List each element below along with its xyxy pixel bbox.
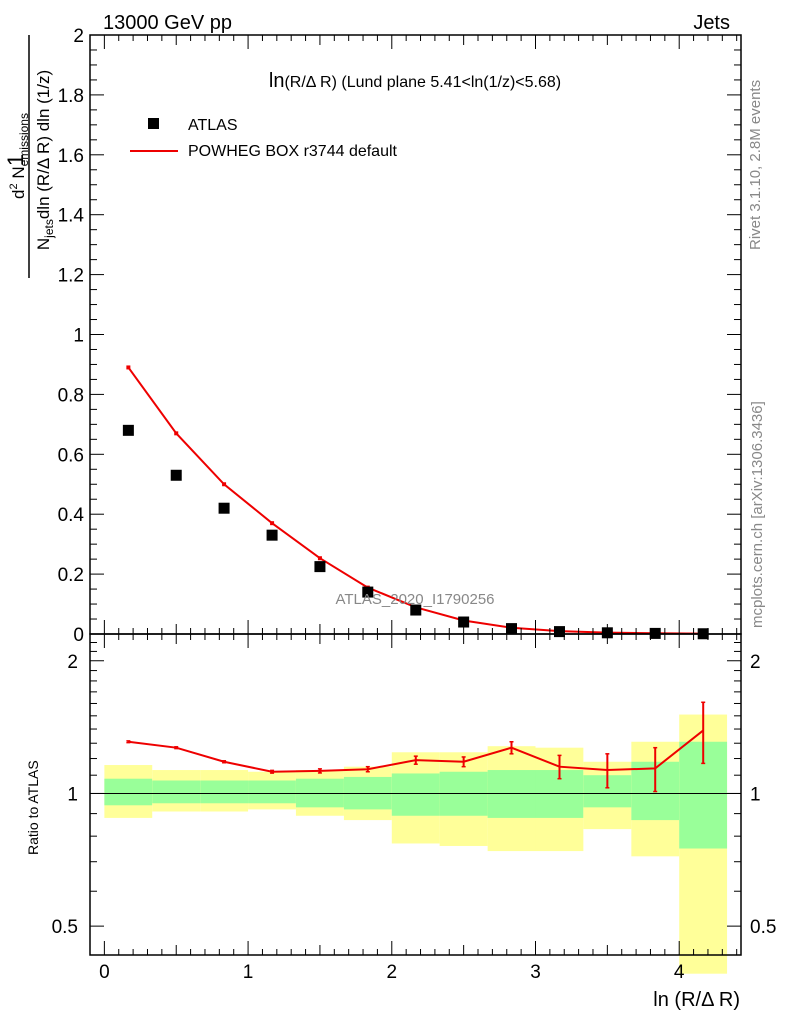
- upper-ytick-label-4: 0.8: [58, 385, 84, 406]
- process-label: Jets: [693, 12, 730, 34]
- legend-atlas-marker: [148, 118, 159, 129]
- xtick-label-0: 0: [99, 962, 110, 983]
- atlas-point-9: [553, 626, 565, 638]
- uncertainty-band-green-8: [487, 770, 536, 818]
- atlas-point-1: [170, 469, 182, 481]
- powheg-point-4: [317, 556, 322, 561]
- upper-ytick-label-7: 1.4: [58, 206, 85, 227]
- lower-ytick-label-left-1: 1: [67, 784, 78, 805]
- uncertainty-band-green-1: [152, 780, 201, 804]
- atlas-point-0: [122, 424, 134, 436]
- upper-ytick-label-8: 1.6: [58, 146, 84, 167]
- upper-ytick-label-9: 1.8: [58, 86, 84, 107]
- atlas-point-2: [218, 502, 230, 514]
- atlas-point-7: [458, 616, 470, 628]
- svg-text:Njetsdln (R/Δ R) dln (1/z): Njetsdln (R/Δ R) dln (1/z): [34, 70, 56, 250]
- powheg-point-0: [126, 365, 131, 370]
- rivet-version-label: Rivet 3.1.10, 2.8M events: [747, 80, 764, 250]
- atlas-point-8: [505, 623, 517, 635]
- upper-ytick-label-6: 1.2: [58, 266, 84, 287]
- mcplots-label: mcplots.cern.ch [arXiv:1306.3436]: [749, 401, 766, 628]
- atlas-point-5: [362, 586, 374, 598]
- uncertainty-band-green-0: [104, 778, 153, 806]
- xtick-label-4: 4: [674, 962, 685, 983]
- lower-ytick-label-right-0: 0.5: [750, 917, 776, 938]
- lower-y-axis-label: Ratio to ATLAS: [25, 760, 41, 855]
- atlas-point-6: [410, 604, 422, 616]
- lower-ytick-label-left-2: 2: [67, 652, 78, 673]
- atlas-point-3: [266, 529, 278, 541]
- uncertainty-band-green-2: [200, 780, 249, 804]
- uncertainty-band-green-6: [391, 773, 440, 816]
- svg-text:1: 1: [3, 154, 28, 166]
- plot-title: ln(R/Δ R) (Lund plane 5.41<ln(1/z)<5.68): [269, 70, 561, 92]
- svg-text:d2 Nemissions: d2 Nemissions: [8, 113, 31, 199]
- legend: ATLAS POWHEG BOX r3744 default: [130, 117, 398, 160]
- xtick-label-3: 3: [530, 962, 541, 983]
- upper-ytick-label-1: 0.2: [58, 565, 84, 586]
- upper-ytick-label-5: 1: [73, 326, 84, 347]
- legend-atlas-label: ATLAS: [188, 117, 238, 134]
- lower-plot-frame: [89, 633, 742, 956]
- xtick-label-2: 2: [386, 962, 397, 983]
- upper-ytick-label-0: 0: [73, 625, 84, 646]
- upper-ytick-label-3: 0.6: [58, 445, 84, 466]
- x-axis-label: ln (R/Δ R): [653, 989, 740, 1011]
- xtick-label-1: 1: [243, 962, 254, 983]
- legend-powheg-label: POWHEG BOX r3744 default: [188, 143, 398, 160]
- lower-ytick-label-right-1: 1: [750, 784, 761, 805]
- atlas-point-4: [314, 561, 326, 573]
- upper-ytick-label-2: 0.4: [58, 505, 85, 526]
- upper-y-axis-label: 1 d2 Nemissions Njetsdln (R/Δ R) dln (1/…: [3, 35, 56, 278]
- uncertainty-band-green-3: [248, 780, 296, 804]
- analysis-watermark: ATLAS_2020_I1790256: [335, 591, 494, 608]
- lower-ytick-label-right-2: 2: [750, 652, 761, 673]
- lower-plot-marks: [90, 701, 741, 974]
- powheg-point-2: [222, 482, 227, 487]
- powheg-point-3: [270, 521, 275, 526]
- energy-label: 13000 GeV pp: [103, 12, 232, 34]
- upper-ytick-label-10: 2: [73, 26, 84, 47]
- powheg-point-1: [174, 431, 179, 436]
- lower-ytick-label-left-0: 0.5: [52, 917, 78, 938]
- axis-ticks: 0 0.2 0.4 0.6 0.8 1 1.2 1.4 1.6 1.8 2 0 1 2 3 4 0.5 0.5 1 1…: [52, 26, 777, 983]
